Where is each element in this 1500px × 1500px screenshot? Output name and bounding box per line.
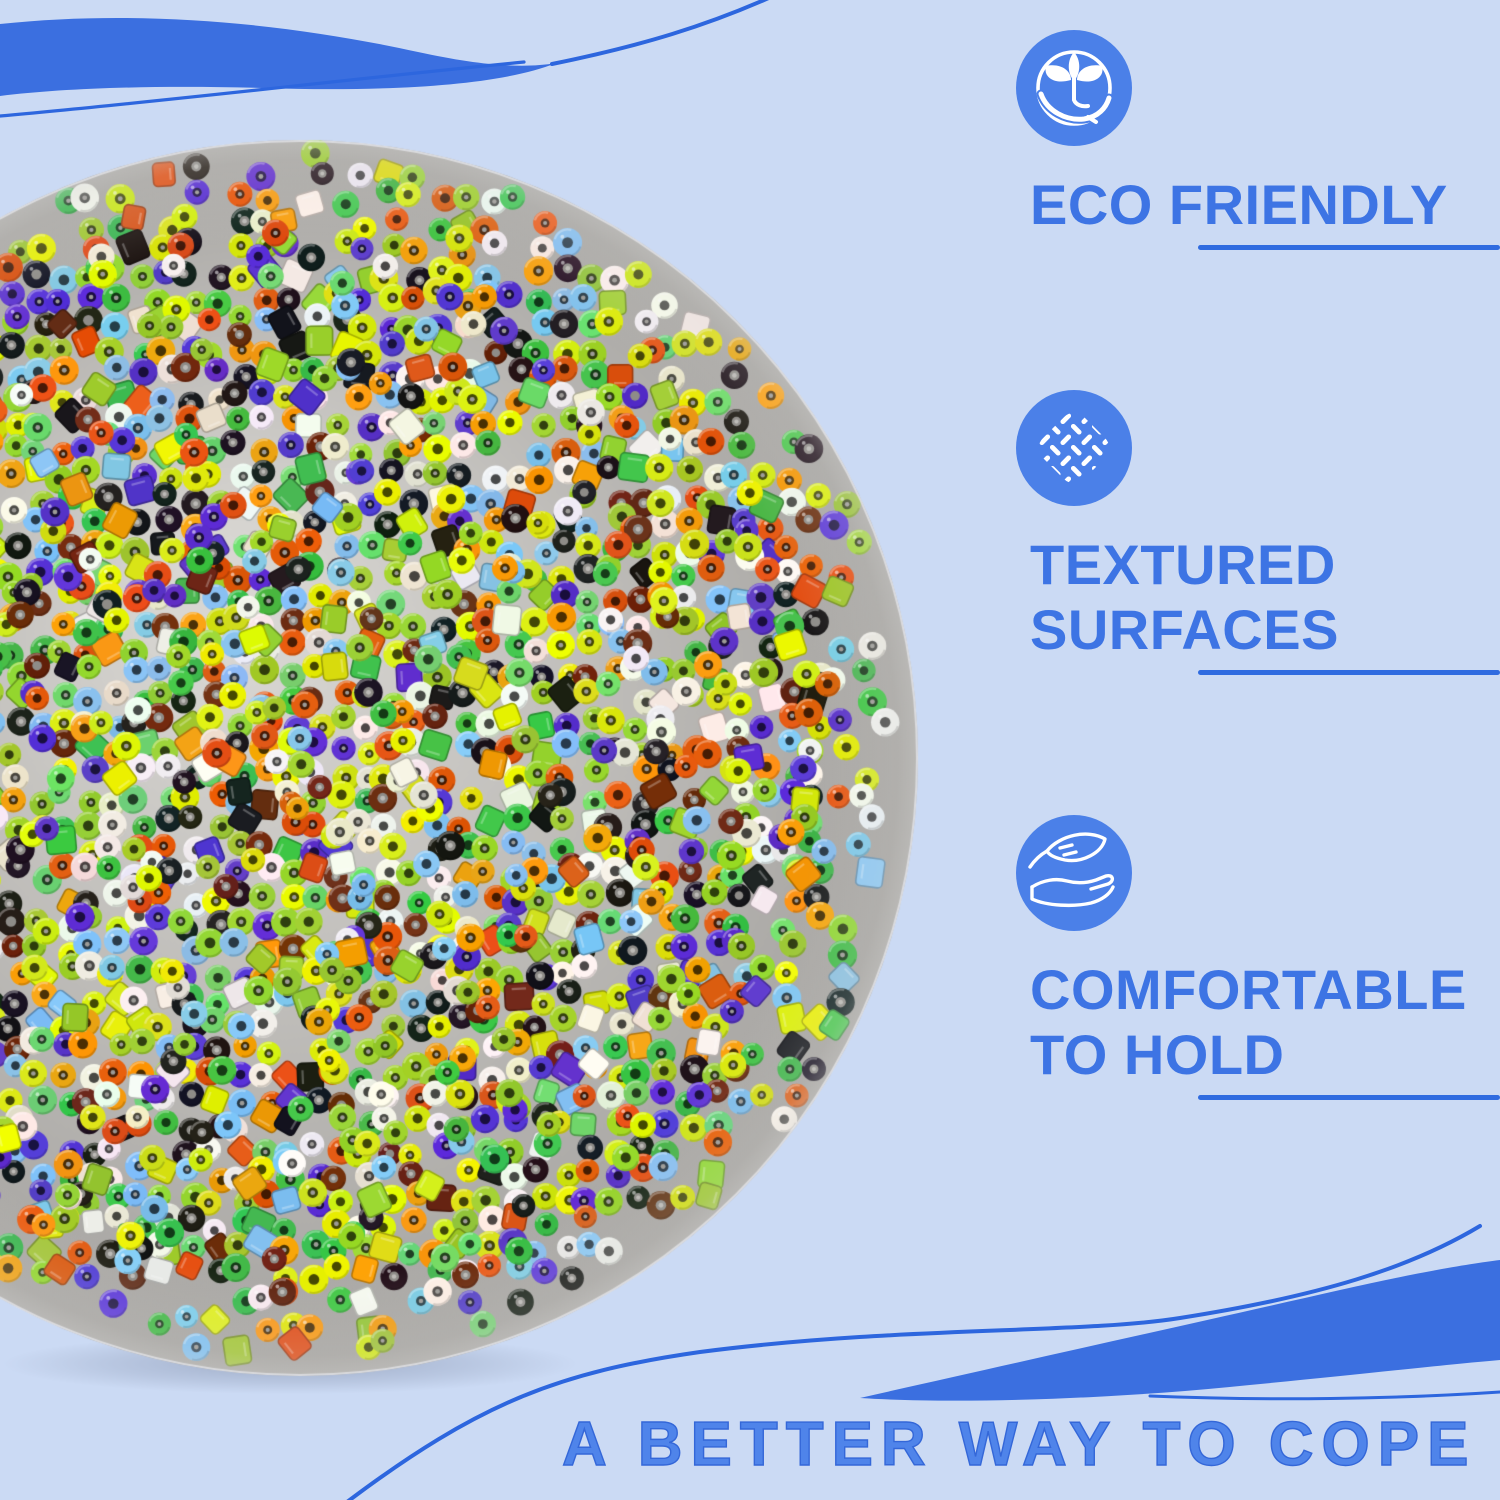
feature-title: COMFORTABLE TO HOLD	[1030, 957, 1500, 1087]
bottom-wave-underline	[1148, 1390, 1500, 1401]
feature-title: TEXTURED SURFACES	[1030, 532, 1500, 662]
feature-eco-friendly: ECO FRIENDLY	[1014, 28, 1500, 250]
headline: A BETTER WAY TO COPE	[561, 1410, 1477, 1479]
feature-comfortable-to-hold: COMFORTABLE TO HOLD	[1014, 813, 1500, 1100]
bead-ball-photo	[0, 120, 940, 1390]
bottom-wave-shape	[860, 1260, 1500, 1401]
feature-divider	[1198, 245, 1500, 250]
plant-in-hand-icon	[1016, 30, 1132, 146]
feature-title-line: TEXTURED	[1030, 533, 1336, 596]
feature-title-line: COMFORTABLE	[1030, 958, 1467, 1021]
feather-in-hand-icon	[1016, 815, 1132, 931]
top-wave-line	[550, 0, 770, 66]
feature-title-line: SURFACES	[1030, 598, 1339, 661]
woven-texture-icon	[1016, 390, 1132, 506]
feature-divider	[1198, 1095, 1500, 1100]
feature-divider	[1198, 670, 1500, 675]
top-wave-underline	[0, 60, 526, 118]
top-wave-shape	[0, 17, 556, 97]
feature-textured-surfaces: TEXTURED SURFACES	[1014, 388, 1500, 675]
feature-title-line: ECO FRIENDLY	[1030, 173, 1448, 236]
feature-title-line: TO HOLD	[1030, 1023, 1285, 1086]
feature-title: ECO FRIENDLY	[1030, 172, 1500, 237]
